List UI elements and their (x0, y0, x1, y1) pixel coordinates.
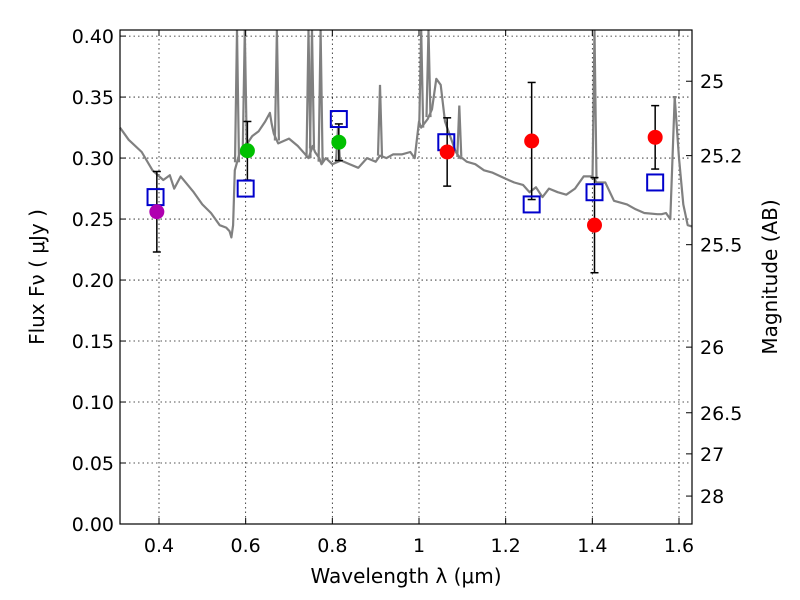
observed-point (647, 129, 663, 145)
observed-point (439, 144, 455, 160)
y2-tick-label: 26.5 (700, 403, 742, 425)
model-square (329, 110, 348, 129)
y2-tick-label: 25.5 (700, 235, 742, 257)
y-tick-label: 0.35 (72, 87, 114, 109)
x-tick-label: 0.6 (231, 535, 261, 557)
y-tick-label: 0.30 (72, 148, 114, 170)
model-square (646, 173, 665, 192)
spectrum-emission-line (456, 105, 463, 157)
x-tick-label: 1.2 (491, 535, 521, 557)
observed-point (524, 133, 540, 149)
y-axis-label: Flux Fν ( μJy ) (25, 209, 49, 345)
y-tick-label: 0.40 (72, 26, 114, 48)
y2-tick-label: 27 (700, 444, 724, 466)
model-square (236, 179, 255, 198)
x-tick-label: 1.4 (577, 535, 607, 557)
model-square (522, 195, 541, 214)
plot-frame (119, 29, 693, 525)
x-tick-label: 0.8 (317, 535, 347, 557)
y2-axis-label: Magnitude (AB) (758, 199, 782, 354)
x-axis-ticks: 0.4 0.6 0.8 1 1.2 1.4 1.6 (144, 30, 694, 557)
y2-axis-ticks: 25 25.2 25.5 26 26.5 27 28 (686, 71, 742, 508)
observed-point (149, 204, 165, 220)
model-square (585, 183, 604, 202)
y-tick-label: 0.05 (72, 453, 114, 475)
spectrum-emission-line (376, 84, 384, 156)
y-tick-label: 0.15 (72, 331, 114, 353)
y-tick-label: 0.00 (72, 514, 114, 536)
x-axis-label: Wavelength λ (μm) (310, 564, 501, 588)
y-tick-label: 0.10 (72, 392, 114, 414)
y-tick-label: 0.25 (72, 209, 114, 231)
y-tick-label: 0.20 (72, 270, 114, 292)
observed-points (149, 129, 663, 233)
plot-background (120, 30, 692, 524)
model-squares (146, 110, 665, 214)
y2-tick-label: 28 (700, 486, 724, 508)
y-axis-ticks: 0.00 0.05 0.10 0.15 0.20 0.25 0.30 0.35 0.40 (72, 26, 126, 536)
observed-point (331, 134, 347, 150)
observed-point (239, 143, 255, 159)
x-tick-label: 0.4 (144, 535, 174, 557)
y2-tick-label: 25 (700, 71, 724, 93)
y2-tick-label: 25.2 (700, 146, 742, 168)
y2-tick-label: 26 (700, 337, 724, 359)
observed-point (587, 217, 602, 233)
x-tick-label: 1.6 (664, 535, 694, 557)
x-tick-label: 1 (413, 535, 425, 557)
